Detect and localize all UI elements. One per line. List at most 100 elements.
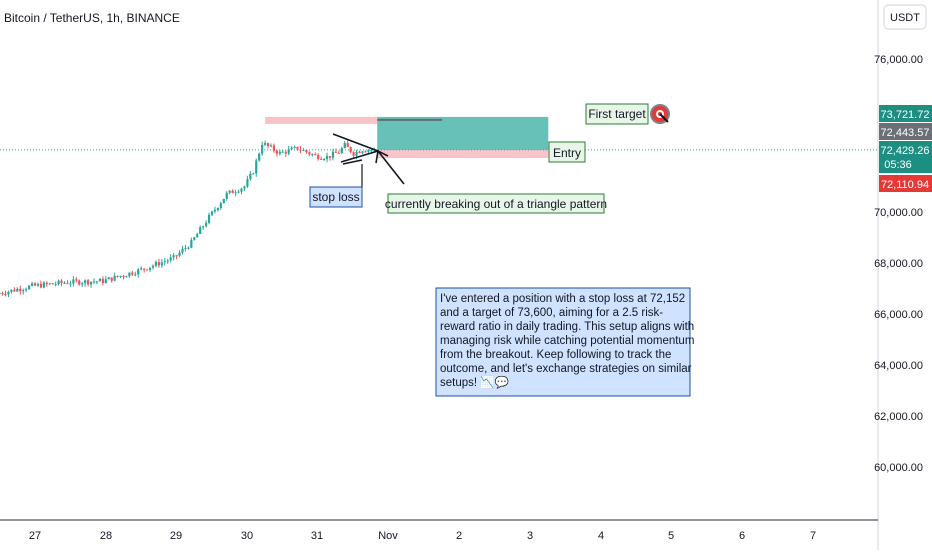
candle-body [219,203,222,208]
time-tick: 29 [170,530,182,542]
position-zones[interactable] [265,116,549,159]
stop-loss-label: stop loss [312,190,359,204]
note-line: from the breakout. Keep following to tra… [440,349,671,361]
candle-body [202,226,205,228]
mid-price-badge: 72,443.57 [879,123,932,140]
candle-body [261,144,264,154]
svg-text:72,110.94: 72,110.94 [881,179,929,191]
candle-body [190,239,193,248]
candle-body [302,150,305,152]
candle-body [328,156,332,158]
price-tick: 66,000.00 [874,309,923,321]
candle-body [172,255,175,258]
note-line: managing risk while catching potential m… [440,335,694,347]
candle-body [33,283,37,286]
note-line: outcome, and let's exchange strategies o… [440,363,692,375]
time-tick: 4 [598,530,604,542]
candle-body [314,154,317,156]
candle-body [207,214,211,223]
candle-body [140,268,143,270]
candle-body [346,143,349,148]
candle-body [196,233,199,238]
candle-body [175,255,178,257]
candle-body [60,280,63,283]
candle-body [89,281,93,285]
bar-countdown: 05:36 [884,159,912,171]
stop-loss-callout[interactable]: stop loss [309,186,363,208]
svg-text:72,443.57: 72,443.57 [881,127,930,139]
candle-body [367,150,370,152]
candle-body [355,151,358,156]
candle-body [275,150,278,154]
candle-body [104,279,107,283]
candle-body [278,151,281,154]
candle-body [337,152,340,154]
entry-callout[interactable]: Entry [548,141,586,163]
candle-body [13,289,16,292]
candle-body [54,284,57,286]
candle-body [160,262,163,266]
candle-body [107,277,110,280]
trade-note[interactable]: I've entered a position with a stop loss… [435,287,694,397]
candle-body [22,290,25,292]
time-tick: 7 [810,530,816,542]
candle-body [10,289,13,292]
target-icon [650,104,670,124]
candle-body [101,278,104,283]
triangle-arrow[interactable] [375,149,405,185]
candle-body [364,151,367,153]
candle-body [187,247,190,249]
candle-body [92,281,96,283]
candle-body [57,280,60,285]
candle-body [287,149,290,154]
triangle-pattern-callout[interactable]: currently breaking out of a triangle pat… [385,193,607,214]
candle-body [1,293,4,295]
currency-button[interactable]: USDT [883,4,927,30]
candle-body [317,154,320,159]
candle-body [361,151,364,153]
candle-body [19,288,22,292]
candle-body [113,275,116,281]
time-tick: 3 [527,530,533,542]
triangle-pattern-drawing[interactable] [332,133,379,165]
candle-body [134,274,137,276]
candle-body [240,188,243,192]
candle-body [25,289,28,291]
candle-body [39,283,42,288]
candle-body [169,257,172,261]
candle-body [255,160,258,174]
svg-text:72,429.26: 72,429.26 [881,145,930,157]
candle-body [320,158,323,160]
candle-body [146,269,149,271]
candle-body [193,237,196,240]
candle-body [178,252,181,256]
candle-body [370,150,373,152]
time-tick: 2 [456,530,462,542]
candle-body [181,248,184,253]
candle-body [323,159,326,161]
candle-body [281,151,284,153]
candle-body [311,154,314,156]
candle-body [157,262,160,266]
candle-body [110,277,113,281]
candle-body [51,283,54,285]
currency-label: USDT [890,12,920,24]
candle-body [137,269,140,275]
candle-body [72,279,75,284]
candle-body [266,143,270,146]
time-tick: 30 [241,530,253,542]
candle-body [148,267,152,270]
candle-body [225,192,228,199]
time-tick: 28 [100,530,112,542]
price-tick: 62,000.00 [874,411,923,423]
candle-body [166,260,169,262]
candle-body [154,262,158,266]
candle-body [95,281,99,283]
first-target-callout[interactable]: First target [585,103,649,125]
candle-body [125,276,128,278]
entry-label: Entry [553,146,581,160]
candle-body [308,152,311,155]
candle-body [69,283,72,285]
